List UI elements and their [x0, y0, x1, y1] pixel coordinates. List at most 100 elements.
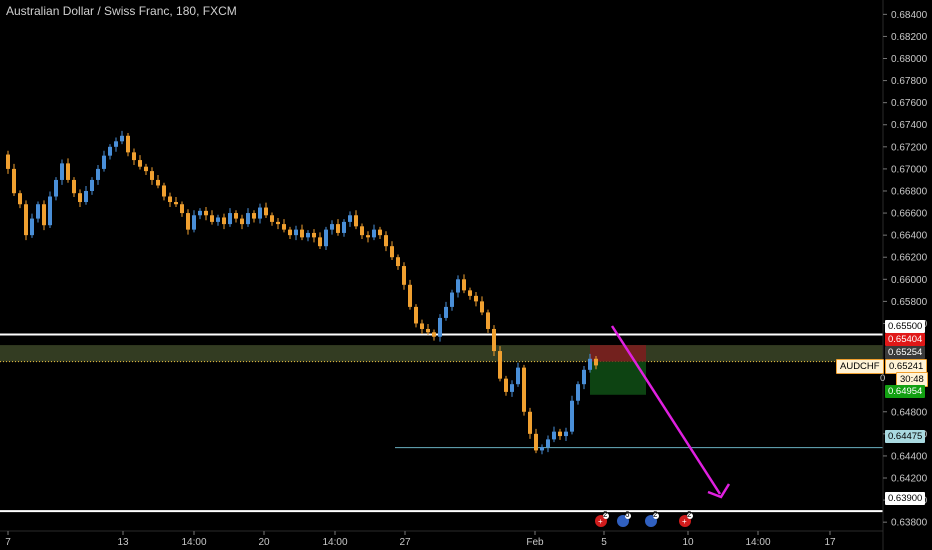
- candle-body[interactable]: [168, 196, 172, 203]
- candle-body[interactable]: [144, 166, 148, 172]
- candle-body[interactable]: [222, 217, 226, 225]
- candle-body[interactable]: [546, 439, 550, 448]
- candle-body[interactable]: [162, 185, 166, 197]
- candle-body[interactable]: [318, 237, 322, 247]
- candle-body[interactable]: [12, 168, 16, 194]
- candle-body[interactable]: [216, 217, 220, 222]
- candle-body[interactable]: [558, 431, 562, 437]
- take-profit-zone[interactable]: [590, 361, 646, 395]
- candle-body[interactable]: [456, 279, 460, 293]
- candle-body[interactable]: [402, 266, 406, 285]
- candle-body[interactable]: [246, 213, 250, 225]
- candle-body[interactable]: [312, 232, 316, 238]
- candle-body[interactable]: [516, 367, 520, 385]
- candle-body[interactable]: [588, 358, 592, 370]
- candle-body[interactable]: [156, 179, 160, 186]
- candle-body[interactable]: [54, 179, 58, 197]
- price-plot[interactable]: [0, 130, 883, 513]
- event-flag-icon[interactable]: 6: [616, 510, 632, 527]
- candle-body[interactable]: [138, 160, 142, 167]
- candle-body[interactable]: [468, 290, 472, 296]
- candle-body[interactable]: [480, 301, 484, 313]
- candle-body[interactable]: [570, 400, 574, 432]
- candle-body[interactable]: [276, 221, 280, 225]
- candle-body[interactable]: [96, 168, 100, 180]
- candle-body[interactable]: [78, 193, 82, 203]
- price-axis[interactable]: 0.68400 0.68200 0.68000 0.67800 0.67600 0.674…: [883, 10, 928, 529]
- projection-arrow[interactable]: [610, 325, 722, 495]
- candle-body[interactable]: [306, 232, 310, 238]
- time-axis[interactable]: 7 13 14:00 20 14:00 27 Feb 5 10 14:00 17: [5, 531, 836, 548]
- candle-body[interactable]: [528, 411, 532, 434]
- candle-body[interactable]: [462, 279, 466, 291]
- event-flag-icon[interactable]: + 2: [678, 510, 694, 527]
- candle-body[interactable]: [132, 152, 136, 161]
- candle-body[interactable]: [270, 215, 274, 222]
- stop-loss-zone[interactable]: [590, 345, 646, 362]
- candle-body[interactable]: [378, 229, 382, 236]
- candle-body[interactable]: [474, 295, 478, 302]
- candle-body[interactable]: [84, 190, 88, 203]
- candle-body[interactable]: [594, 358, 598, 366]
- candle-body[interactable]: [360, 226, 364, 236]
- candle-body[interactable]: [192, 215, 196, 230]
- candle-body[interactable]: [324, 229, 328, 247]
- candle-body[interactable]: [342, 221, 346, 233]
- candle-body[interactable]: [450, 292, 454, 307]
- candle-body[interactable]: [186, 213, 190, 230]
- candle-body[interactable]: [414, 306, 418, 324]
- candle-body[interactable]: [366, 235, 370, 238]
- candle-body[interactable]: [396, 257, 400, 267]
- candle-body[interactable]: [438, 317, 442, 337]
- candle-body[interactable]: [30, 218, 34, 236]
- candle-body[interactable]: [564, 431, 568, 437]
- candle-body[interactable]: [408, 284, 412, 307]
- candle-body[interactable]: [18, 193, 22, 205]
- candle-body[interactable]: [234, 213, 238, 219]
- candle-body[interactable]: [48, 196, 52, 226]
- candle-body[interactable]: [576, 384, 580, 401]
- candle-body[interactable]: [90, 179, 94, 191]
- candle-body[interactable]: [336, 224, 340, 233]
- candle-body[interactable]: [150, 171, 154, 180]
- candle-body[interactable]: [174, 202, 178, 205]
- candle-body[interactable]: [258, 207, 262, 219]
- candle-body[interactable]: [204, 210, 208, 216]
- candle-body[interactable]: [582, 369, 586, 385]
- candle-body[interactable]: [300, 229, 304, 238]
- candle-body[interactable]: [36, 204, 40, 219]
- candle-body[interactable]: [6, 154, 10, 169]
- candle-body[interactable]: [282, 224, 286, 230]
- candle-body[interactable]: [444, 306, 448, 318]
- candle-body[interactable]: [354, 215, 358, 227]
- candle-body[interactable]: [522, 367, 526, 412]
- candle-body[interactable]: [492, 328, 496, 352]
- candle-body[interactable]: [510, 384, 514, 392]
- candle-body[interactable]: [384, 235, 388, 247]
- candle-body[interactable]: [114, 141, 118, 147]
- candle-body[interactable]: [42, 204, 46, 226]
- candle-body[interactable]: [504, 378, 508, 392]
- candle-body[interactable]: [210, 215, 214, 222]
- candle-body[interactable]: [180, 204, 184, 214]
- candle-body[interactable]: [240, 218, 244, 225]
- candle-body[interactable]: [120, 135, 124, 142]
- candle-body[interactable]: [228, 213, 232, 225]
- candle-body[interactable]: [540, 447, 544, 451]
- candle-body[interactable]: [66, 163, 70, 180]
- candle-body[interactable]: [102, 155, 106, 169]
- candle-body[interactable]: [288, 229, 292, 236]
- candle-body[interactable]: [198, 210, 202, 216]
- candle-body[interactable]: [552, 431, 556, 440]
- candle-body[interactable]: [24, 204, 28, 236]
- candle-body[interactable]: [390, 246, 394, 258]
- candle-body[interactable]: [420, 323, 424, 329]
- candle-body[interactable]: [252, 213, 256, 219]
- candle-body[interactable]: [108, 146, 112, 156]
- candle-body[interactable]: [126, 135, 130, 153]
- candle-body[interactable]: [426, 328, 430, 333]
- candle-body[interactable]: [486, 312, 490, 329]
- candle-body[interactable]: [264, 207, 268, 216]
- candle-body[interactable]: [498, 351, 502, 379]
